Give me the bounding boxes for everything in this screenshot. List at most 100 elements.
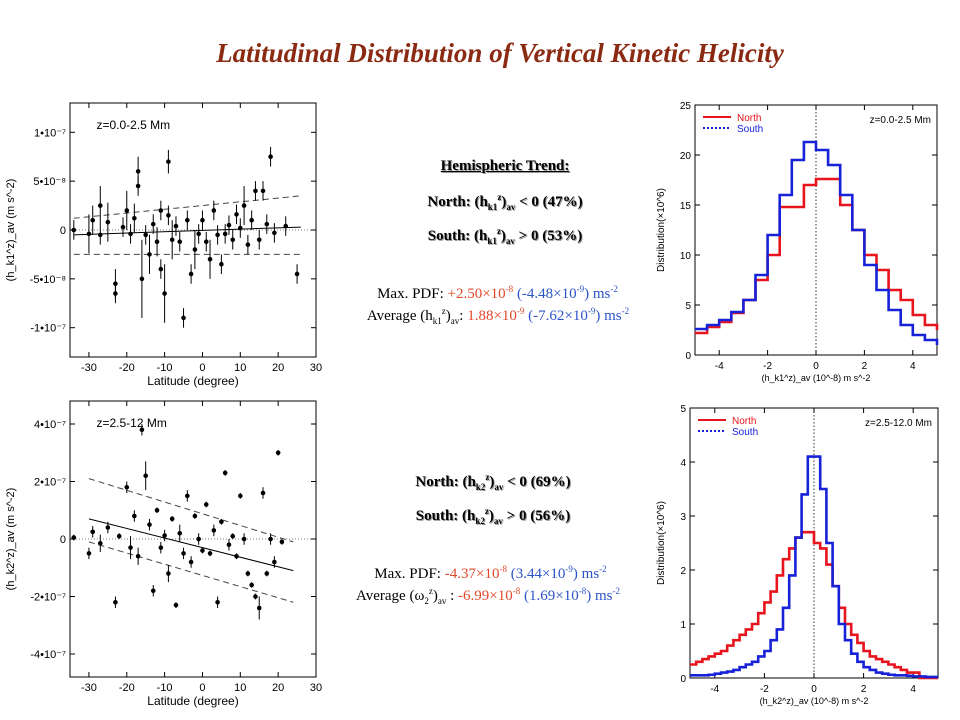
data-point [71, 535, 77, 540]
legend-label-north: North [732, 416, 756, 427]
data-point [219, 519, 224, 525]
average-lower: Average (ω2z)av : -6.99×10-8 (1.69×10-8)… [356, 586, 620, 606]
hist-top-panel: -4 -2 0 2 4 0 5 10 15 20 25 North South z=0.0-2.5 Mm (… [650, 95, 950, 391]
scatter-top-panel: -30 -20 -10 0 10 20 30 -1•10⁻⁷ -5•10⁻⁸ 0 5•10⁻⁸ 1•1… [0, 95, 330, 391]
y-tick-label: 2 [680, 566, 686, 577]
legend-label-north: North [737, 113, 761, 124]
data-point [166, 159, 171, 164]
data-point [158, 266, 164, 272]
scatter-bottom-chart: -30 -20 -10 0 10 20 30 -4•10⁻⁷ -2•10⁻⁷ 0 2•10⁻⁷ 4•1… [5, 400, 322, 708]
data-point [135, 183, 141, 189]
data-point [173, 602, 179, 608]
panel-annotation: z=2.5-12 Mm [96, 416, 166, 430]
data-point [268, 154, 273, 160]
slide-title: Latitudinal Distribution of Vertical Kin… [216, 38, 784, 68]
data-point [116, 533, 122, 539]
x-tick-label: -2 [760, 684, 769, 695]
data-point [264, 221, 270, 227]
data-point [158, 545, 164, 550]
data-point [200, 217, 205, 223]
x-tick-label: 0 [811, 684, 817, 695]
y-tick-label: 5•10⁻⁸ [33, 176, 66, 188]
data-point [241, 536, 247, 542]
data-point [196, 536, 201, 542]
data-point [185, 493, 190, 499]
north-trend-lower: North: (hk2z)av < 0 (69%) [415, 472, 571, 492]
data-point [215, 232, 220, 238]
data-point [272, 559, 277, 565]
panel-annotation: z=0.0-2.5 Mm [96, 118, 170, 132]
data-point [249, 217, 254, 223]
confidence-bound-line [88, 478, 294, 543]
y-tick-label: -2•10⁻⁷ [30, 592, 66, 604]
data-point [71, 227, 77, 233]
data-point [166, 213, 171, 218]
data-point [113, 291, 118, 296]
y-tick-label: 0 [60, 534, 66, 546]
y-tick-label: 3 [680, 512, 686, 523]
x-tick-label: -10 [157, 682, 173, 694]
x-tick-label: 2 [862, 361, 868, 372]
y-tick-label: 2•10⁻⁷ [34, 477, 66, 489]
data-point [86, 551, 92, 556]
data-point [154, 507, 160, 513]
y-tick-label: 15 [680, 201, 692, 212]
data-point [230, 533, 236, 539]
data-point [188, 271, 194, 277]
data-point [234, 553, 239, 559]
data-point [132, 215, 137, 221]
data-point [272, 230, 277, 236]
y-tick-label: 5 [685, 301, 691, 312]
data-point [132, 513, 137, 519]
x-tick-label: -2 [763, 361, 772, 372]
data-point [238, 225, 243, 231]
x-tick-label: -30 [81, 682, 97, 694]
north-trend-upper: North: (hk1z)av < 0 (47%) [427, 192, 583, 212]
data-point [113, 599, 118, 605]
x-axis-label: (h_k2^z)_av (10^-8) m s^-2 [760, 696, 869, 706]
x-tick-label: 0 [199, 362, 205, 374]
x-tick-label: 10 [234, 362, 246, 374]
data-point [97, 203, 103, 208]
data-point [124, 208, 130, 213]
data-point [135, 169, 141, 174]
x-tick-label: 10 [234, 682, 246, 694]
data-point [196, 231, 201, 237]
data-point [241, 203, 247, 208]
data-point [166, 571, 171, 576]
series-north [690, 530, 938, 680]
data-point [256, 237, 262, 243]
y-tick-label: 25 [680, 101, 692, 112]
average-upper: Average (hk1z)av: 1.88×10-9 (-7.62×10-9)… [366, 306, 630, 326]
data-point [245, 242, 251, 247]
data-point [200, 548, 205, 553]
data-point [105, 525, 111, 530]
x-tick-label: 0 [199, 682, 205, 694]
data-point [177, 530, 183, 536]
south-trend-lower: South: (hk2z)av > 0 (56%) [415, 506, 571, 526]
data-point [158, 208, 164, 213]
data-point [181, 315, 186, 321]
max-pdf-upper: Max. PDF: +2.50×10-8 (-4.48×10-9) ms-2 [377, 284, 618, 302]
data-point [173, 223, 179, 229]
data-point [120, 224, 126, 230]
series-south [695, 140, 939, 345]
x-tick-label: -30 [81, 362, 97, 374]
x-axis-label: Latitude (degree) [147, 694, 238, 708]
x-tick-label: 2 [861, 684, 867, 695]
data-point [234, 212, 239, 217]
x-tick-label: 4 [910, 361, 916, 372]
data-point [185, 217, 190, 223]
x-tick-label: -10 [157, 362, 173, 374]
x-axis-label: (h_k1^z)_av (10^-8) m s^-2 [762, 373, 871, 383]
y-tick-label: 1 [680, 620, 686, 631]
data-point [245, 571, 251, 576]
y-tick-label: 0 [685, 351, 691, 362]
x-tick-label: 0 [813, 361, 819, 372]
x-tick-label: -20 [119, 362, 135, 374]
data-point [260, 490, 266, 496]
data-point [188, 559, 194, 565]
data-point [203, 502, 209, 507]
confidence-bound-line [88, 541, 294, 603]
